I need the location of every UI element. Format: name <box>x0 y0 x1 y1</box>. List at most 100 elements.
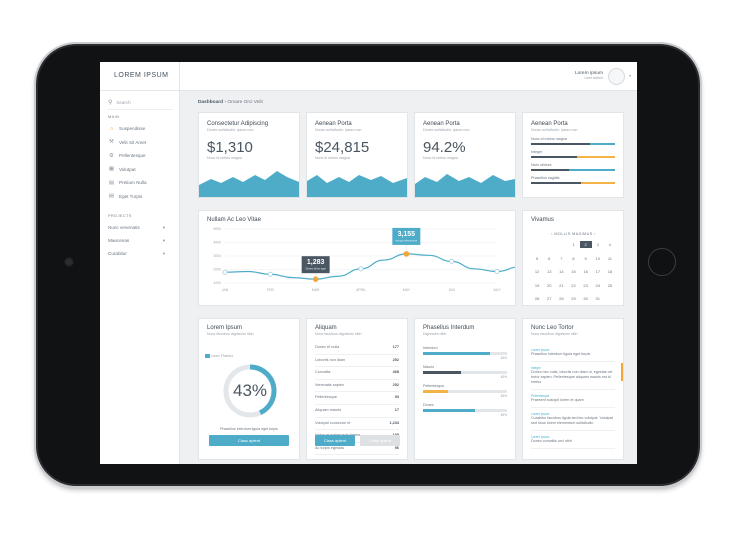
search-input[interactable]: ⚲ Search <box>108 95 173 110</box>
chevron-right-icon[interactable]: › <box>594 232 596 236</box>
table-row[interactable]: Pellentesque 53 <box>315 392 399 405</box>
chevron-down-icon[interactable]: ▾ <box>628 73 631 78</box>
calendar-day[interactable]: 6 <box>548 255 551 261</box>
scroll-indicator[interactable] <box>621 363 623 381</box>
calendar-day[interactable]: 8 <box>572 255 575 261</box>
calendar-day[interactable]: 27 <box>546 296 552 301</box>
calendar-grid: 1 2 3 4 5 6 7 8 9 10 11 12 13 14 15 16 17 18 19 20 21 22 23 24 2… <box>531 241 616 302</box>
calendar-day[interactable]: 30 <box>583 296 588 301</box>
stat-card-3[interactable]: Aenean Porta Donec sollicitudin, ipsum n… <box>414 112 516 198</box>
chevron-left-icon[interactable]: ‹ <box>551 232 553 236</box>
data-point[interactable] <box>494 269 500 275</box>
calendar-day[interactable]: 26 <box>534 296 540 301</box>
stat-card-2[interactable]: Aenean Porta Donec sollicitudin, ipsum n… <box>306 112 408 198</box>
bar-label: Mauris <box>423 365 435 369</box>
sidebar-item[interactable]: ⚙ Pellentesque <box>100 149 179 163</box>
calendar-day[interactable]: 24 <box>595 282 600 288</box>
calendar-day[interactable]: 13 <box>546 269 552 274</box>
progress-card[interactable]: Aenean Porta Donec sollicitudin, ipsum n… <box>522 112 624 198</box>
table-row[interactable]: Lobortis non diam 252 <box>315 355 399 368</box>
calendar-day[interactable]: 1 <box>572 242 575 247</box>
feed-item[interactable]: Lorem ipsum Donec convallis orci nibh <box>531 431 615 449</box>
document-icon: ▤ <box>108 179 115 186</box>
calendar-day[interactable]: 15 <box>571 269 576 274</box>
data-point[interactable] <box>358 266 364 272</box>
stat-value: 94.2% <box>423 139 466 156</box>
calendar-day[interactable]: 22 <box>571 282 576 288</box>
calendar-day[interactable]: 18 <box>607 269 613 274</box>
sidebar-item[interactable]: ▤ Pretium Nulla <box>100 176 179 190</box>
progress-label: Phasellus sagittis <box>531 176 560 180</box>
progress-fill-secondary <box>577 156 615 158</box>
feed-item[interactable]: Lorem ipsum Phasellus interdum ligula ege… <box>531 344 615 362</box>
calendar-day[interactable]: 3 <box>596 242 599 247</box>
feed-title: Nunc Leo Tortor <box>531 325 574 331</box>
feed-item[interactable]: Integer Donec nec nulla, lobortis non dia… <box>531 362 615 390</box>
row-value: 252 <box>392 382 399 387</box>
data-point[interactable] <box>267 271 273 277</box>
calendar-day[interactable]: 25 <box>607 282 613 288</box>
donut-action-button[interactable]: Class aptent <box>209 435 289 446</box>
table-row[interactable]: Donec et nulla 177 <box>315 342 399 355</box>
sidebar-project[interactable]: Maecenas ▾ <box>100 234 179 247</box>
calendar-day[interactable]: 16 <box>583 269 588 274</box>
row-label: Pellentesque <box>315 395 337 400</box>
breadcrumb: Dashboard › Ornare Orci Velit <box>198 100 263 105</box>
table-row[interactable]: Venenatis sapien 252 <box>315 380 399 393</box>
table-row[interactable]: Ac turpis egestas 96 <box>315 443 399 456</box>
table-card: Aliquam Nunc faucibus dignissim nibh Don… <box>306 318 408 460</box>
calendar-day[interactable]: 20 <box>546 282 552 288</box>
calendar-day[interactable]: 14 <box>559 269 564 274</box>
calendar-day[interactable]: 21 <box>559 282 564 288</box>
calendar-day[interactable]: 4 <box>608 242 612 247</box>
data-point[interactable] <box>222 269 228 275</box>
feed-item[interactable]: Pellentesque Praesent suscipit lorem et q… <box>531 390 615 408</box>
calendar-day[interactable]: 17 <box>595 269 600 274</box>
calendar-day[interactable]: 19 <box>534 282 540 288</box>
calendar-day[interactable]: 11 <box>607 255 612 261</box>
calendar-day[interactable]: 23 <box>583 282 588 288</box>
data-point[interactable] <box>312 276 319 282</box>
bar-track <box>423 371 507 374</box>
data-point[interactable] <box>403 251 410 257</box>
breadcrumb-root[interactable]: Dashboard <box>198 100 224 105</box>
table-row[interactable]: Volutpat consectur et 1,234 <box>315 418 399 431</box>
user-info[interactable]: Lorem Ipsum User Admin <box>575 71 603 80</box>
data-point[interactable] <box>449 258 455 264</box>
avatar[interactable] <box>608 68 625 85</box>
search-placeholder: Search <box>116 99 131 105</box>
feed-subtitle: Nunc faucibus dignissim nibh <box>531 332 578 336</box>
stat-title: Aenean Porta <box>423 121 460 127</box>
primary-button[interactable]: Class aptent <box>315 435 355 446</box>
sidebar-project[interactable]: Curabitur ▾ <box>100 247 179 260</box>
dashboard-screen: LOREM IPSUM ⚲ Search MAIN ⌂ Suspendisse ⚒ V… <box>100 62 637 464</box>
feed-item[interactable]: Lorem ipsum Curabitur faucibus ligula sed… <box>531 408 615 431</box>
sidebar: LOREM IPSUM ⚲ Search MAIN ⌂ Suspendisse ⚒ V… <box>100 62 180 464</box>
table-row[interactable]: Convallis 468 <box>315 367 399 380</box>
calendar-day[interactable]: 5 <box>535 255 539 261</box>
calendar-day[interactable]: 2 <box>579 241 592 248</box>
table-row[interactable]: Aliquam mauris 17 <box>315 405 399 418</box>
progress-fill-secondary <box>568 169 615 171</box>
sidebar-item[interactable]: ⚒ Velit Sit Amet <box>100 136 179 150</box>
calendar-month: MOLLIS MAXIMUS <box>554 232 593 236</box>
calendar-day[interactable]: 28 <box>559 296 564 301</box>
sidebar-project[interactable]: Nunc venenatis ▾ <box>100 221 179 234</box>
calendar-day[interactable]: 9 <box>584 255 587 261</box>
calendar-day[interactable]: 31 <box>595 296 600 301</box>
sidebar-item-label: Pretium Nulla <box>119 180 147 186</box>
sidebar-item-label: Eget Turpis <box>119 193 143 199</box>
calendar-card[interactable]: Vivamus ‹ MOLLIS MAXIMUS › 1 2 3 4 5 6 7 8 9 10 11… <box>522 210 624 306</box>
stat-card-1[interactable]: Consectetur Adipiscing Donec sollicitudi… <box>198 112 300 198</box>
sidebar-item[interactable]: ▦ Volutpat <box>100 163 179 177</box>
calendar-day[interactable]: 10 <box>595 255 600 261</box>
home-button[interactable] <box>648 248 676 276</box>
secondary-button[interactable]: Class aptent <box>360 435 400 446</box>
row-value: 53 <box>394 395 399 400</box>
sidebar-item-label: Volutpat <box>119 166 136 172</box>
calendar-day[interactable]: 29 <box>571 296 576 301</box>
sidebar-item[interactable]: ▤ Eget Turpis <box>100 190 179 204</box>
sidebar-item[interactable]: ⌂ Suspendisse <box>100 122 179 136</box>
calendar-day[interactable]: 7 <box>560 255 563 261</box>
calendar-day[interactable]: 12 <box>534 269 540 274</box>
